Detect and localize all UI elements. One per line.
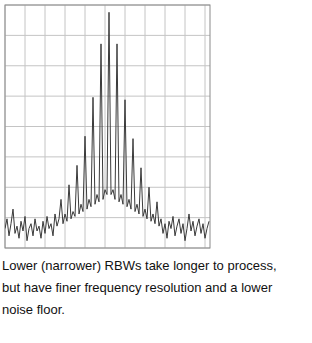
grid-line-y: [5, 96, 210, 97]
grid-line-y: [5, 65, 210, 66]
grid-line-y: [5, 35, 210, 36]
caption-line: Lower (narrower) RBWs take longer to pro…: [2, 258, 277, 273]
spectrum-trace: [5, 12, 209, 240]
grid-line-y: [5, 217, 210, 218]
figure: Lower (narrower) RBWs take longer to pro…: [0, 0, 312, 343]
caption-line: but have finer frequency resolution and …: [2, 280, 273, 295]
caption-line: noise floor.: [2, 302, 65, 317]
plot-frame: [5, 5, 210, 248]
grid: [5, 5, 210, 248]
plot-background: [5, 5, 210, 248]
trace-group: [5, 12, 209, 240]
